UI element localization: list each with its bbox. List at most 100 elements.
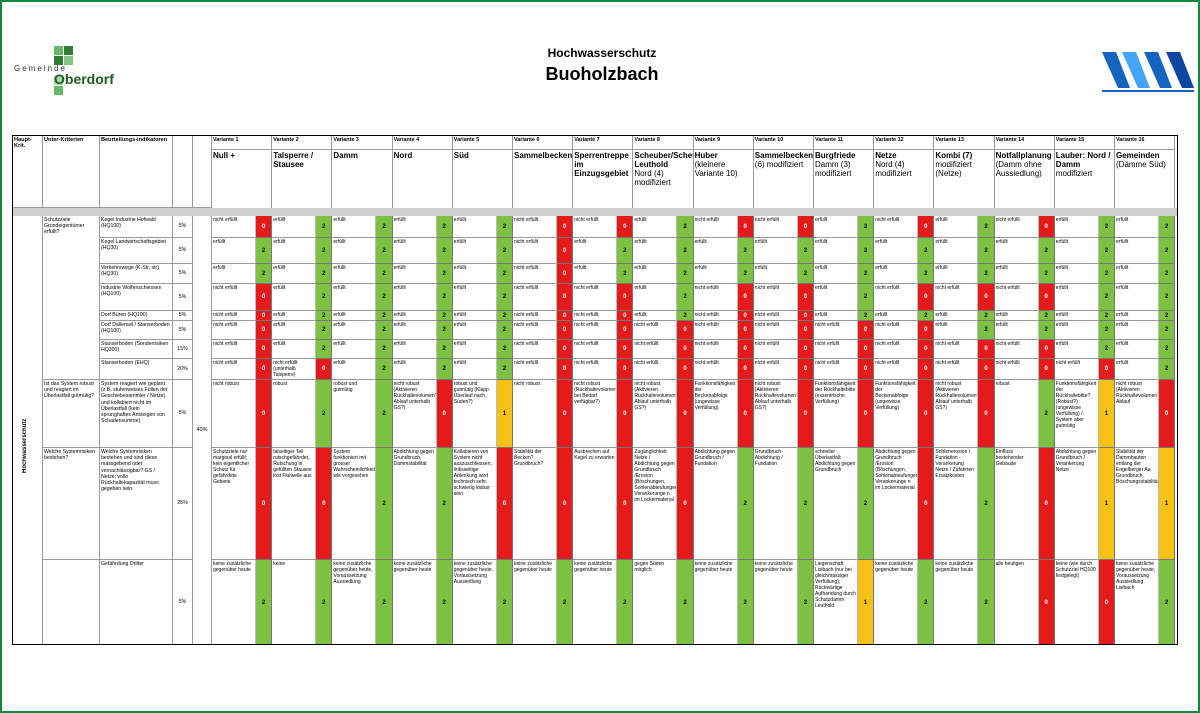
score-cell: 0 bbox=[918, 359, 935, 380]
indicator-label: Stanserboden (Sonderrisiken HQ300) bbox=[100, 340, 173, 359]
assessment-text: nicht erfüllt bbox=[633, 359, 678, 380]
assessment-text: erfüllt bbox=[814, 311, 858, 321]
header-haupt-kriterium: Haupt-Krit. bbox=[13, 136, 43, 208]
score-cell: 0 bbox=[617, 284, 634, 311]
assessment-text: robust und gutmütig (Klapp Überlauf nach… bbox=[452, 380, 497, 448]
score-cell: 2 bbox=[737, 238, 754, 264]
assessment-text: erfüllt bbox=[693, 238, 738, 264]
assessment-text: nicht erfüllt bbox=[874, 359, 919, 380]
assessment-text: erfüllt bbox=[573, 238, 618, 264]
score-cell: 2 bbox=[496, 311, 513, 321]
variant-subtitle: modifiziert (Netze) bbox=[935, 160, 972, 178]
score-cell: 2 bbox=[376, 284, 393, 311]
assessment-text: erfüllt bbox=[1115, 238, 1159, 264]
indicator-weight: 5% bbox=[173, 321, 193, 340]
score-cell: 2 bbox=[617, 264, 634, 284]
indicator-weight: 5% bbox=[173, 216, 193, 238]
score-cell: 0 bbox=[617, 359, 634, 380]
assessment-text: nicht robust bbox=[212, 380, 256, 448]
variant-title: Damm bbox=[333, 151, 358, 160]
indicator-label: Stanserboden (EHQ) bbox=[100, 359, 173, 380]
score-cell: 0 bbox=[737, 340, 754, 359]
assessment-text: nicht erfüllt bbox=[994, 359, 1039, 380]
assessment-text: nicht erfüllt bbox=[212, 321, 256, 340]
score-cell: 0 bbox=[797, 359, 814, 380]
assessment-text: erfüllt bbox=[392, 216, 437, 238]
score-cell: 0 bbox=[256, 216, 273, 238]
assessment-text: erfüllt bbox=[452, 216, 497, 238]
score-cell: 2 bbox=[1098, 321, 1115, 340]
assessment-text: nicht erfüllt bbox=[874, 284, 919, 311]
score-cell: 2 bbox=[316, 284, 333, 311]
variant-title: Sammelbecken bbox=[514, 151, 573, 160]
score-cell: 0 bbox=[858, 340, 875, 359]
score-cell: 2 bbox=[797, 448, 814, 560]
variant-title: Süd bbox=[453, 151, 469, 160]
variant-number: Variante 11 bbox=[814, 136, 875, 150]
score-cell: 2 bbox=[737, 560, 754, 644]
score-cell: 1 bbox=[1159, 448, 1176, 560]
score-cell: 2 bbox=[496, 216, 513, 238]
variant-name: Kombi (7) modifiziert (Netze) bbox=[934, 150, 995, 208]
score-cell: 0 bbox=[617, 340, 634, 359]
assessment-text: robust bbox=[994, 380, 1039, 448]
assessment-text: erfüllt bbox=[814, 238, 858, 264]
indicator-weight: 5% bbox=[173, 264, 193, 284]
assessment-text: talseitiger Teil rutschgefährdet, Rutsch… bbox=[272, 448, 317, 560]
score-cell: 2 bbox=[1159, 359, 1176, 380]
score-cell: 2 bbox=[677, 560, 694, 644]
assessment-text: erfüllt bbox=[693, 264, 738, 284]
score-cell: 1 bbox=[1098, 380, 1115, 448]
assessment-text: keine zusätzliche gegenüber heute, Vorau… bbox=[453, 560, 497, 644]
assessment-text: erfüllt bbox=[1115, 284, 1159, 311]
variant-number: Variante 4 bbox=[392, 136, 453, 150]
score-cell: 0 bbox=[677, 340, 694, 359]
score-cell: 2 bbox=[256, 560, 273, 644]
assessment-text: Schutzziele nur marginal erfüllt; kein e… bbox=[212, 448, 256, 560]
score-cell: 2 bbox=[617, 560, 634, 644]
assessment-text: erfüllt bbox=[452, 264, 497, 284]
assessment-text: erfüllt bbox=[452, 359, 497, 380]
score-cell: 2 bbox=[1038, 380, 1055, 448]
variant-subtitle: Damm (3) modifiziert bbox=[815, 160, 852, 178]
assessment-text: nicht erfüllt bbox=[693, 216, 738, 238]
score-cell: 2 bbox=[1159, 284, 1176, 311]
score-cell: 2 bbox=[858, 238, 875, 264]
assessment-text: erfüllt bbox=[633, 216, 678, 238]
assessment-text: erfüllt bbox=[272, 238, 317, 264]
assessment-text: erfüllt bbox=[994, 264, 1039, 284]
assessment-text: erfüllt bbox=[1115, 311, 1159, 321]
assessment-text: erfüllt bbox=[392, 311, 437, 321]
variant-subtitle: (kleinere Variante 10) bbox=[694, 160, 738, 178]
assessment-text: nicht erfüllt bbox=[934, 284, 979, 311]
assessment-text: erfüllt bbox=[633, 264, 678, 284]
assessment-text: nicht erfüllt bbox=[573, 216, 618, 238]
score-cell: 0 bbox=[1038, 359, 1055, 380]
assessment-text: nicht erfüllt bbox=[513, 216, 557, 238]
assessment-text: nicht erfüllt bbox=[874, 216, 919, 238]
assessment-text: nicht erfüllt bbox=[934, 359, 979, 380]
variant-title: Null + bbox=[213, 151, 236, 160]
assessment-text: Ausbrechen auf Kegel zu erwarten bbox=[573, 448, 618, 560]
assessment-text: nicht erfüllt bbox=[753, 359, 798, 380]
score-cell: 0 bbox=[677, 359, 694, 380]
score-cell: 1 bbox=[858, 560, 875, 644]
assessment-text: Abdichtung gegen Grundbruch / Verankerun… bbox=[1054, 448, 1099, 560]
document-title: Hochwasserschutz bbox=[547, 46, 657, 60]
score-cell: 2 bbox=[436, 238, 453, 264]
score-cell: 0 bbox=[1098, 359, 1115, 380]
assessment-text: erfüllt bbox=[753, 264, 798, 284]
score-cell: 2 bbox=[1159, 311, 1176, 321]
score-cell: 2 bbox=[858, 311, 875, 321]
score-cell: 0 bbox=[557, 284, 574, 311]
assessment-text: erfüllt bbox=[814, 216, 858, 238]
indicator-label: Verkehrswege (K-Str, str) (HQ30) bbox=[100, 264, 173, 284]
score-cell: 2 bbox=[1098, 284, 1115, 311]
indicator-weight: 5% bbox=[173, 560, 193, 644]
assessment-text: keine bbox=[272, 560, 317, 644]
assessment-text: nicht erfüllt bbox=[513, 311, 557, 321]
assessment-text: erfüllt bbox=[1115, 359, 1159, 380]
wave-logo-icon bbox=[1102, 52, 1194, 92]
indicator-label: Dorf Dallenwil / Stanserboden (HQ100) bbox=[100, 321, 173, 340]
variant-name: Sammelbecken bbox=[513, 150, 574, 208]
